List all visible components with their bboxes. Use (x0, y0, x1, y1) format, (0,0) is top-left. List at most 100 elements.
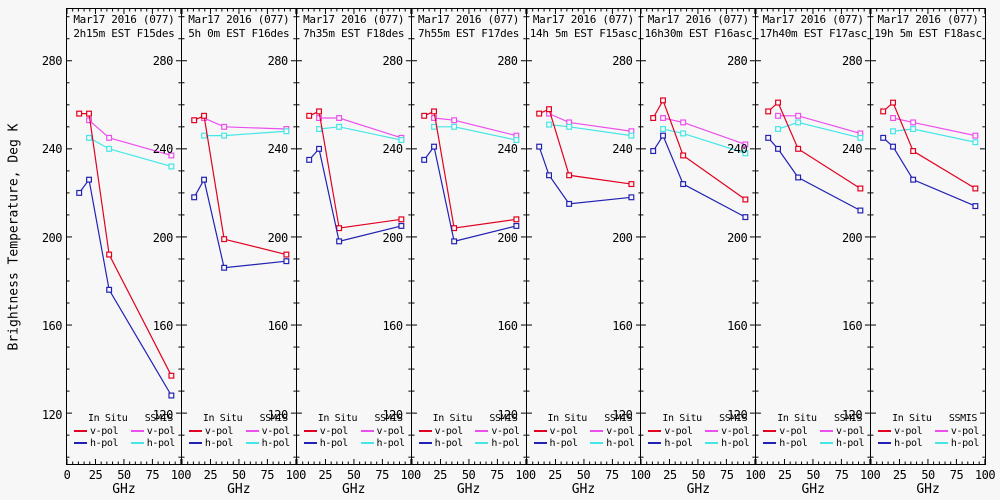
legend-label-hpol: h-pol (606, 437, 635, 449)
y-tick-label: 120 (267, 407, 289, 422)
x-tick-label: 25 (548, 468, 562, 482)
legend-header-ssmis: SSMIS (834, 413, 863, 424)
y-tick-label: 280 (727, 53, 748, 68)
marker-ssmis_h (565, 123, 572, 130)
series-line-insitu_h (767, 137, 861, 212)
panel-title: Mar17 2016 (077) (647, 13, 749, 26)
marker-insitu_h (430, 143, 437, 150)
legend-label-hpol: h-pol (549, 437, 579, 449)
marker-ssmis_v (972, 132, 979, 139)
legend-label-hpol: h-pol (319, 437, 349, 449)
marker-ssmis_h (200, 132, 207, 139)
x-tick-label: 100 (400, 468, 422, 482)
legend-label-hpol: h-pol (90, 437, 119, 449)
y-tick-label: 280 (41, 53, 63, 68)
panel-title: Mar17 2016 (077) (532, 13, 635, 26)
plot-area (181, 9, 297, 464)
marker-insitu_v (221, 236, 227, 243)
ssmis-vpol-swatch (130, 430, 144, 432)
y-tick-label: 280 (612, 53, 633, 68)
x-tick-label: 100 (630, 468, 651, 482)
y-tick-label: 240 (612, 142, 633, 157)
plot-area (411, 9, 526, 464)
x-tick-label: 50 (117, 468, 131, 482)
x-tick-label: 75 (834, 468, 849, 482)
ssmis-vpol-swatch (475, 430, 489, 432)
y-tick-label: 200 (612, 230, 633, 245)
insitu-vpol-swatch (763, 430, 777, 432)
marker-insitu_v (305, 112, 312, 119)
panel-4: Mar17 2016 (077) 7h55m EST F17des In Sit… (410, 8, 536, 497)
legend-label-vpol: v-pol (491, 425, 520, 437)
plot-area (755, 9, 871, 464)
marker-insitu_v (513, 216, 519, 223)
marker-insitu_h (660, 132, 667, 139)
marker-ssmis_h (221, 132, 227, 139)
marker-ssmis_h (680, 130, 687, 137)
legend-ssmis-column: SSMIS v-pol h-pol (360, 413, 405, 449)
x-tick-label: 75 (949, 468, 964, 482)
marker-insitu_v (86, 110, 93, 117)
ssmis-hpol-swatch (360, 442, 374, 444)
series-line-insitu_h (423, 145, 517, 243)
legend-insitu-column: In Situ v-pol h-pol (763, 413, 817, 449)
marker-ssmis_v (106, 134, 113, 141)
x-tick-label: 50 (576, 468, 591, 482)
legend-ssmis-column: SSMIS v-pol h-pol (934, 413, 979, 449)
marker-insitu_h (315, 145, 322, 152)
panel-subtitle: 19h 5m EST F18asc (874, 27, 982, 40)
marker-insitu_h (106, 286, 113, 293)
legend-label-vpol: v-pol (434, 425, 464, 437)
ssmis-vpol-swatch (820, 430, 834, 432)
marker-insitu_v (565, 172, 572, 179)
legend: In Situ v-pol h-pol SSMIS v-pol h-pol (756, 413, 870, 461)
legend-ssmis-column: SSMIS v-pol h-pol (705, 413, 750, 449)
legend-insitu-column: In Situ v-pol h-pol (303, 413, 357, 449)
marker-ssmis_h (742, 150, 749, 157)
marker-ssmis_h (660, 126, 667, 133)
marker-insitu_v (795, 145, 802, 152)
panel-subtitle: 14h 5m EST F15asc (529, 27, 638, 40)
x-tick-label: 25 (433, 468, 447, 482)
x-tick-label: 75 (260, 468, 275, 482)
panel-subtitle: 16h30m EST F16asc (644, 27, 753, 40)
marker-insitu_v (168, 372, 175, 379)
legend-insitu-column: In Situ v-pol h-pol (188, 413, 243, 449)
marker-ssmis_v (450, 117, 457, 124)
series-line-insitu_h (193, 178, 287, 269)
x-tick-label: 100 (170, 468, 192, 482)
x-tick-label: 75 (720, 468, 734, 482)
legend-insitu-column: In Situ v-pol h-pol (74, 413, 128, 449)
panel-subtitle: 7h55m EST F17des (417, 27, 520, 40)
legend-header-ssmis: SSMIS (144, 413, 174, 424)
legend-header-insitu: In Situ (892, 413, 932, 424)
legend-header-ssmis: SSMIS (604, 413, 633, 424)
legend-label-vpol: v-pol (90, 425, 119, 437)
x-tick-label: 25 (318, 468, 332, 482)
legend-header-ssmis: SSMIS (489, 413, 518, 424)
y-tick-label: 160 (612, 319, 633, 334)
marker-insitu_v (775, 99, 782, 106)
x-axis-title: GHz (456, 482, 481, 497)
marker-insitu_h (857, 207, 864, 214)
legend-header-ssmis: SSMIS (374, 413, 404, 424)
legend-label-hpol: h-pol (261, 437, 291, 449)
panel-2: Mar17 2016 (077) 5h 0m EST F16des In Sit… (180, 8, 306, 497)
series-line-insitu_v (882, 101, 976, 190)
x-tick-label: 100 (860, 468, 881, 482)
ssmis-vpol-swatch (590, 430, 604, 432)
marker-insitu_h (86, 176, 93, 183)
x-axis-title: GHz (227, 482, 251, 497)
legend-label-vpol: v-pol (261, 425, 291, 437)
insitu-vpol-swatch (878, 430, 892, 432)
y-tick-label: 200 (841, 230, 863, 245)
ssmis-hpol-swatch (475, 442, 489, 444)
legend-label-hpol: h-pol (204, 437, 234, 449)
ssmis-hpol-swatch (934, 442, 948, 444)
marker-ssmis_h (430, 123, 437, 130)
x-tick-label: 25 (203, 468, 218, 482)
insitu-vpol-swatch (533, 430, 547, 432)
marker-insitu_v (660, 97, 667, 104)
y-tick-label: 120 (497, 407, 518, 422)
series-line-insitu_h (78, 178, 172, 396)
